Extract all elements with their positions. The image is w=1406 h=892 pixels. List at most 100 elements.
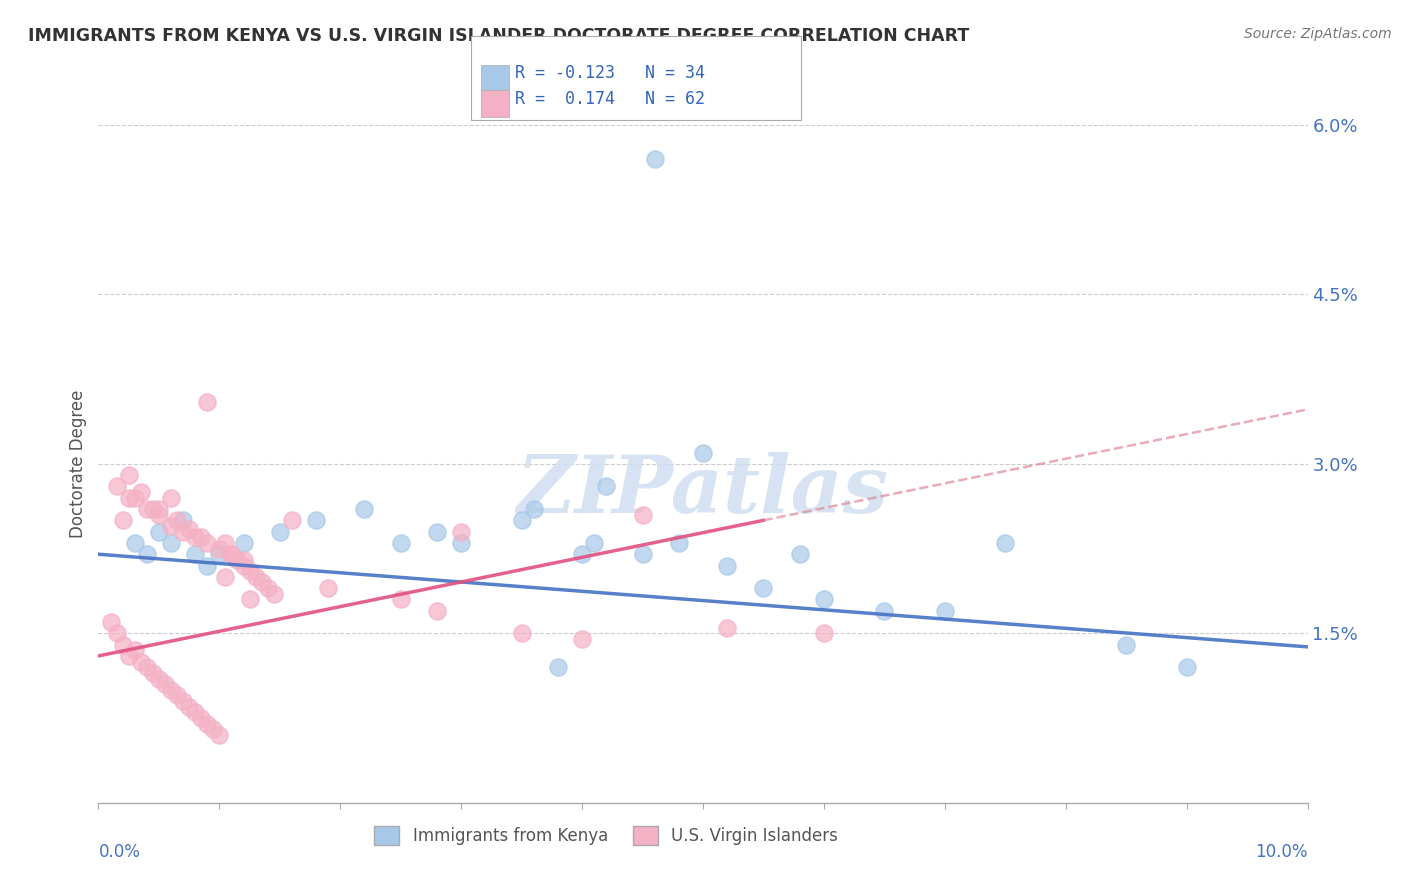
Point	[1175, 660, 1198, 674]
Point	[256, 581, 278, 595]
Point	[316, 581, 339, 595]
Point	[105, 626, 128, 640]
Text: IMMIGRANTS FROM KENYA VS U.S. VIRGIN ISLANDER DOCTORATE DEGREE CORRELATION CHART: IMMIGRANTS FROM KENYA VS U.S. VIRGIN ISL…	[28, 27, 969, 45]
Point	[716, 621, 738, 635]
Point	[160, 682, 183, 697]
Point	[668, 536, 690, 550]
Point	[934, 604, 956, 618]
Point	[172, 524, 194, 539]
Point	[124, 643, 146, 657]
Point	[221, 547, 243, 561]
Point	[239, 592, 262, 607]
Point	[118, 468, 141, 483]
Point	[135, 547, 157, 561]
Text: R = -0.123   N = 34: R = -0.123 N = 34	[515, 64, 704, 82]
Text: R =  0.174   N = 62: R = 0.174 N = 62	[515, 90, 704, 108]
Point	[111, 638, 134, 652]
Point	[195, 394, 218, 409]
Point	[232, 558, 254, 573]
Point	[148, 508, 170, 522]
Point	[523, 502, 546, 516]
Point	[124, 536, 146, 550]
Point	[305, 513, 328, 527]
Point	[148, 672, 170, 686]
Point	[692, 445, 714, 459]
Point	[124, 491, 146, 505]
Point	[214, 536, 236, 550]
Point	[129, 655, 152, 669]
Point	[583, 536, 606, 550]
Point	[245, 570, 267, 584]
Point	[263, 587, 285, 601]
Point	[184, 530, 207, 544]
Point	[450, 524, 472, 539]
Point	[789, 547, 811, 561]
Point	[232, 536, 254, 550]
Point	[148, 524, 170, 539]
Point	[426, 604, 449, 618]
Point	[595, 479, 617, 493]
Point	[135, 502, 157, 516]
Point	[281, 513, 304, 527]
Point	[160, 519, 183, 533]
Point	[250, 575, 273, 590]
Point	[389, 592, 412, 607]
Point	[353, 502, 375, 516]
Point	[184, 547, 207, 561]
Legend: Immigrants from Kenya, U.S. Virgin Islanders: Immigrants from Kenya, U.S. Virgin Islan…	[368, 820, 845, 852]
Point	[195, 558, 218, 573]
Point	[118, 491, 141, 505]
Point	[190, 530, 212, 544]
Point	[716, 558, 738, 573]
Text: 10.0%: 10.0%	[1256, 844, 1308, 862]
Point	[111, 513, 134, 527]
Point	[547, 660, 569, 674]
Point	[195, 536, 218, 550]
Point	[994, 536, 1017, 550]
Point	[214, 570, 236, 584]
Point	[166, 689, 188, 703]
Point	[202, 723, 225, 737]
Point	[873, 604, 896, 618]
Point	[179, 699, 201, 714]
Point	[148, 502, 170, 516]
Point	[510, 626, 533, 640]
Point	[172, 513, 194, 527]
Point	[752, 581, 775, 595]
Point	[389, 536, 412, 550]
Point	[208, 541, 231, 556]
Point	[105, 479, 128, 493]
Point	[232, 553, 254, 567]
Point	[631, 508, 654, 522]
Point	[190, 711, 212, 725]
Point	[450, 536, 472, 550]
Point	[160, 536, 183, 550]
Point	[118, 648, 141, 663]
Point	[226, 553, 249, 567]
Point	[644, 152, 666, 166]
Point	[571, 632, 593, 646]
Point	[166, 513, 188, 527]
Point	[135, 660, 157, 674]
Point	[179, 522, 201, 536]
Point	[1115, 638, 1137, 652]
Point	[160, 491, 183, 505]
Point	[142, 665, 165, 680]
Y-axis label: Doctorate Degree: Doctorate Degree	[69, 390, 87, 538]
Point	[142, 502, 165, 516]
Point	[571, 547, 593, 561]
Point	[426, 524, 449, 539]
Point	[184, 706, 207, 720]
Point	[813, 592, 835, 607]
Point	[195, 716, 218, 731]
Text: 0.0%: 0.0%	[98, 844, 141, 862]
Point	[510, 513, 533, 527]
Text: Source: ZipAtlas.com: Source: ZipAtlas.com	[1244, 27, 1392, 41]
Text: ZIPatlas: ZIPatlas	[517, 452, 889, 530]
Point	[631, 547, 654, 561]
Point	[208, 547, 231, 561]
Point	[813, 626, 835, 640]
Point	[172, 694, 194, 708]
Point	[208, 728, 231, 742]
Point	[153, 677, 176, 691]
